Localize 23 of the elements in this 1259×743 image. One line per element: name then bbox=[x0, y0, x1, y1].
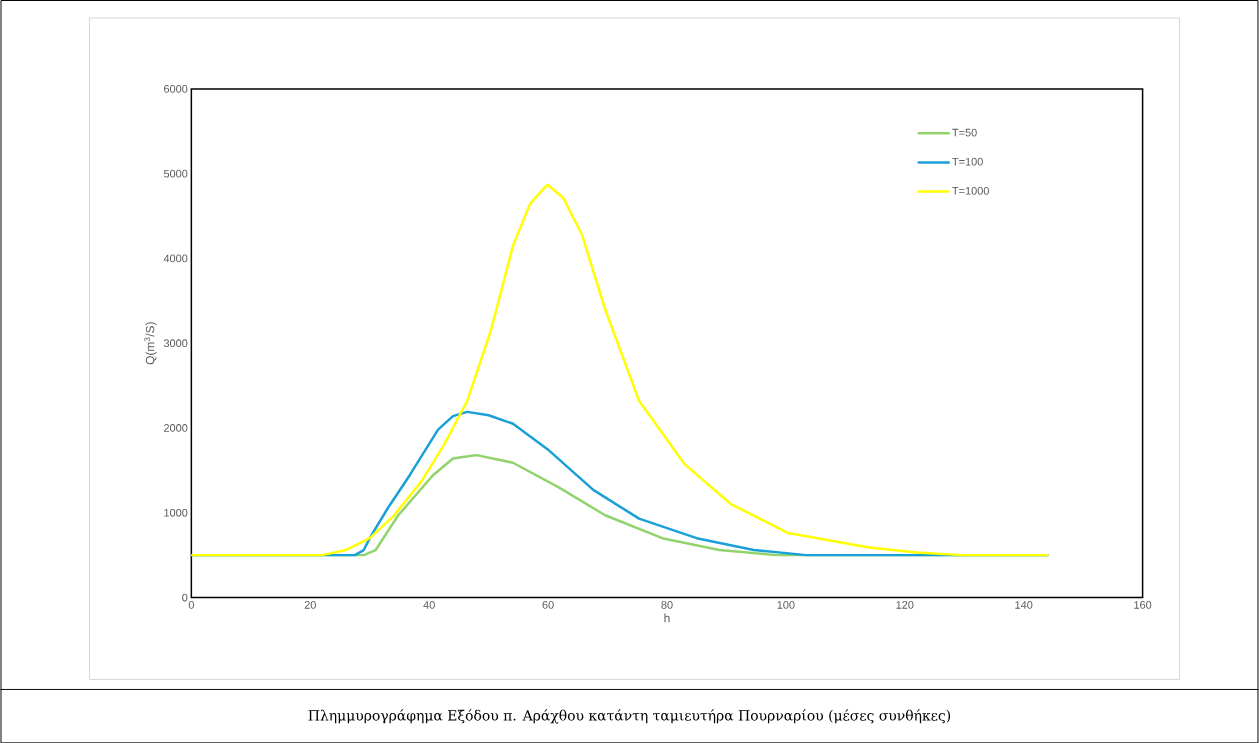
legend-label: T=50 bbox=[952, 128, 977, 137]
legend-label: T=1000 bbox=[952, 186, 989, 195]
x-tick-label: 60 bbox=[542, 600, 554, 609]
x-tick-label: 140 bbox=[1015, 600, 1033, 609]
y-tick-label: 2000 bbox=[164, 423, 188, 432]
text: Πλημμυρογράφημα Εξόδου π. Αράχθου κατάντη ταμιευτήρα Πουρναρίου (μέσες συνθήκες) bbox=[308, 709, 951, 724]
y-tick-label: 6000 bbox=[164, 84, 188, 93]
y-tick-label: 4000 bbox=[163, 254, 188, 263]
y-tick-label: 0 bbox=[182, 593, 188, 602]
x-tick-label: 120 bbox=[896, 600, 914, 609]
x-axis-title: h bbox=[664, 613, 670, 623]
legend-label: T=100 bbox=[952, 157, 983, 166]
x-tick-label: 0 bbox=[188, 600, 194, 609]
line-series bbox=[191, 183, 1049, 557]
y-axis-title: Q(m$^{3}$/S) bbox=[144, 322, 157, 365]
x-tick-label: 40 bbox=[423, 600, 435, 609]
y-tick-label: 3000 bbox=[163, 339, 188, 347]
x-tick-label: 100 bbox=[777, 600, 795, 609]
x-tick-label: 20 bbox=[304, 600, 316, 609]
y-tick-label: 1000 bbox=[164, 508, 188, 517]
x-tick-label: 80 bbox=[661, 600, 673, 609]
y-tick-label: 5000 bbox=[163, 169, 188, 178]
x-tick-label: 160 bbox=[1134, 600, 1152, 609]
